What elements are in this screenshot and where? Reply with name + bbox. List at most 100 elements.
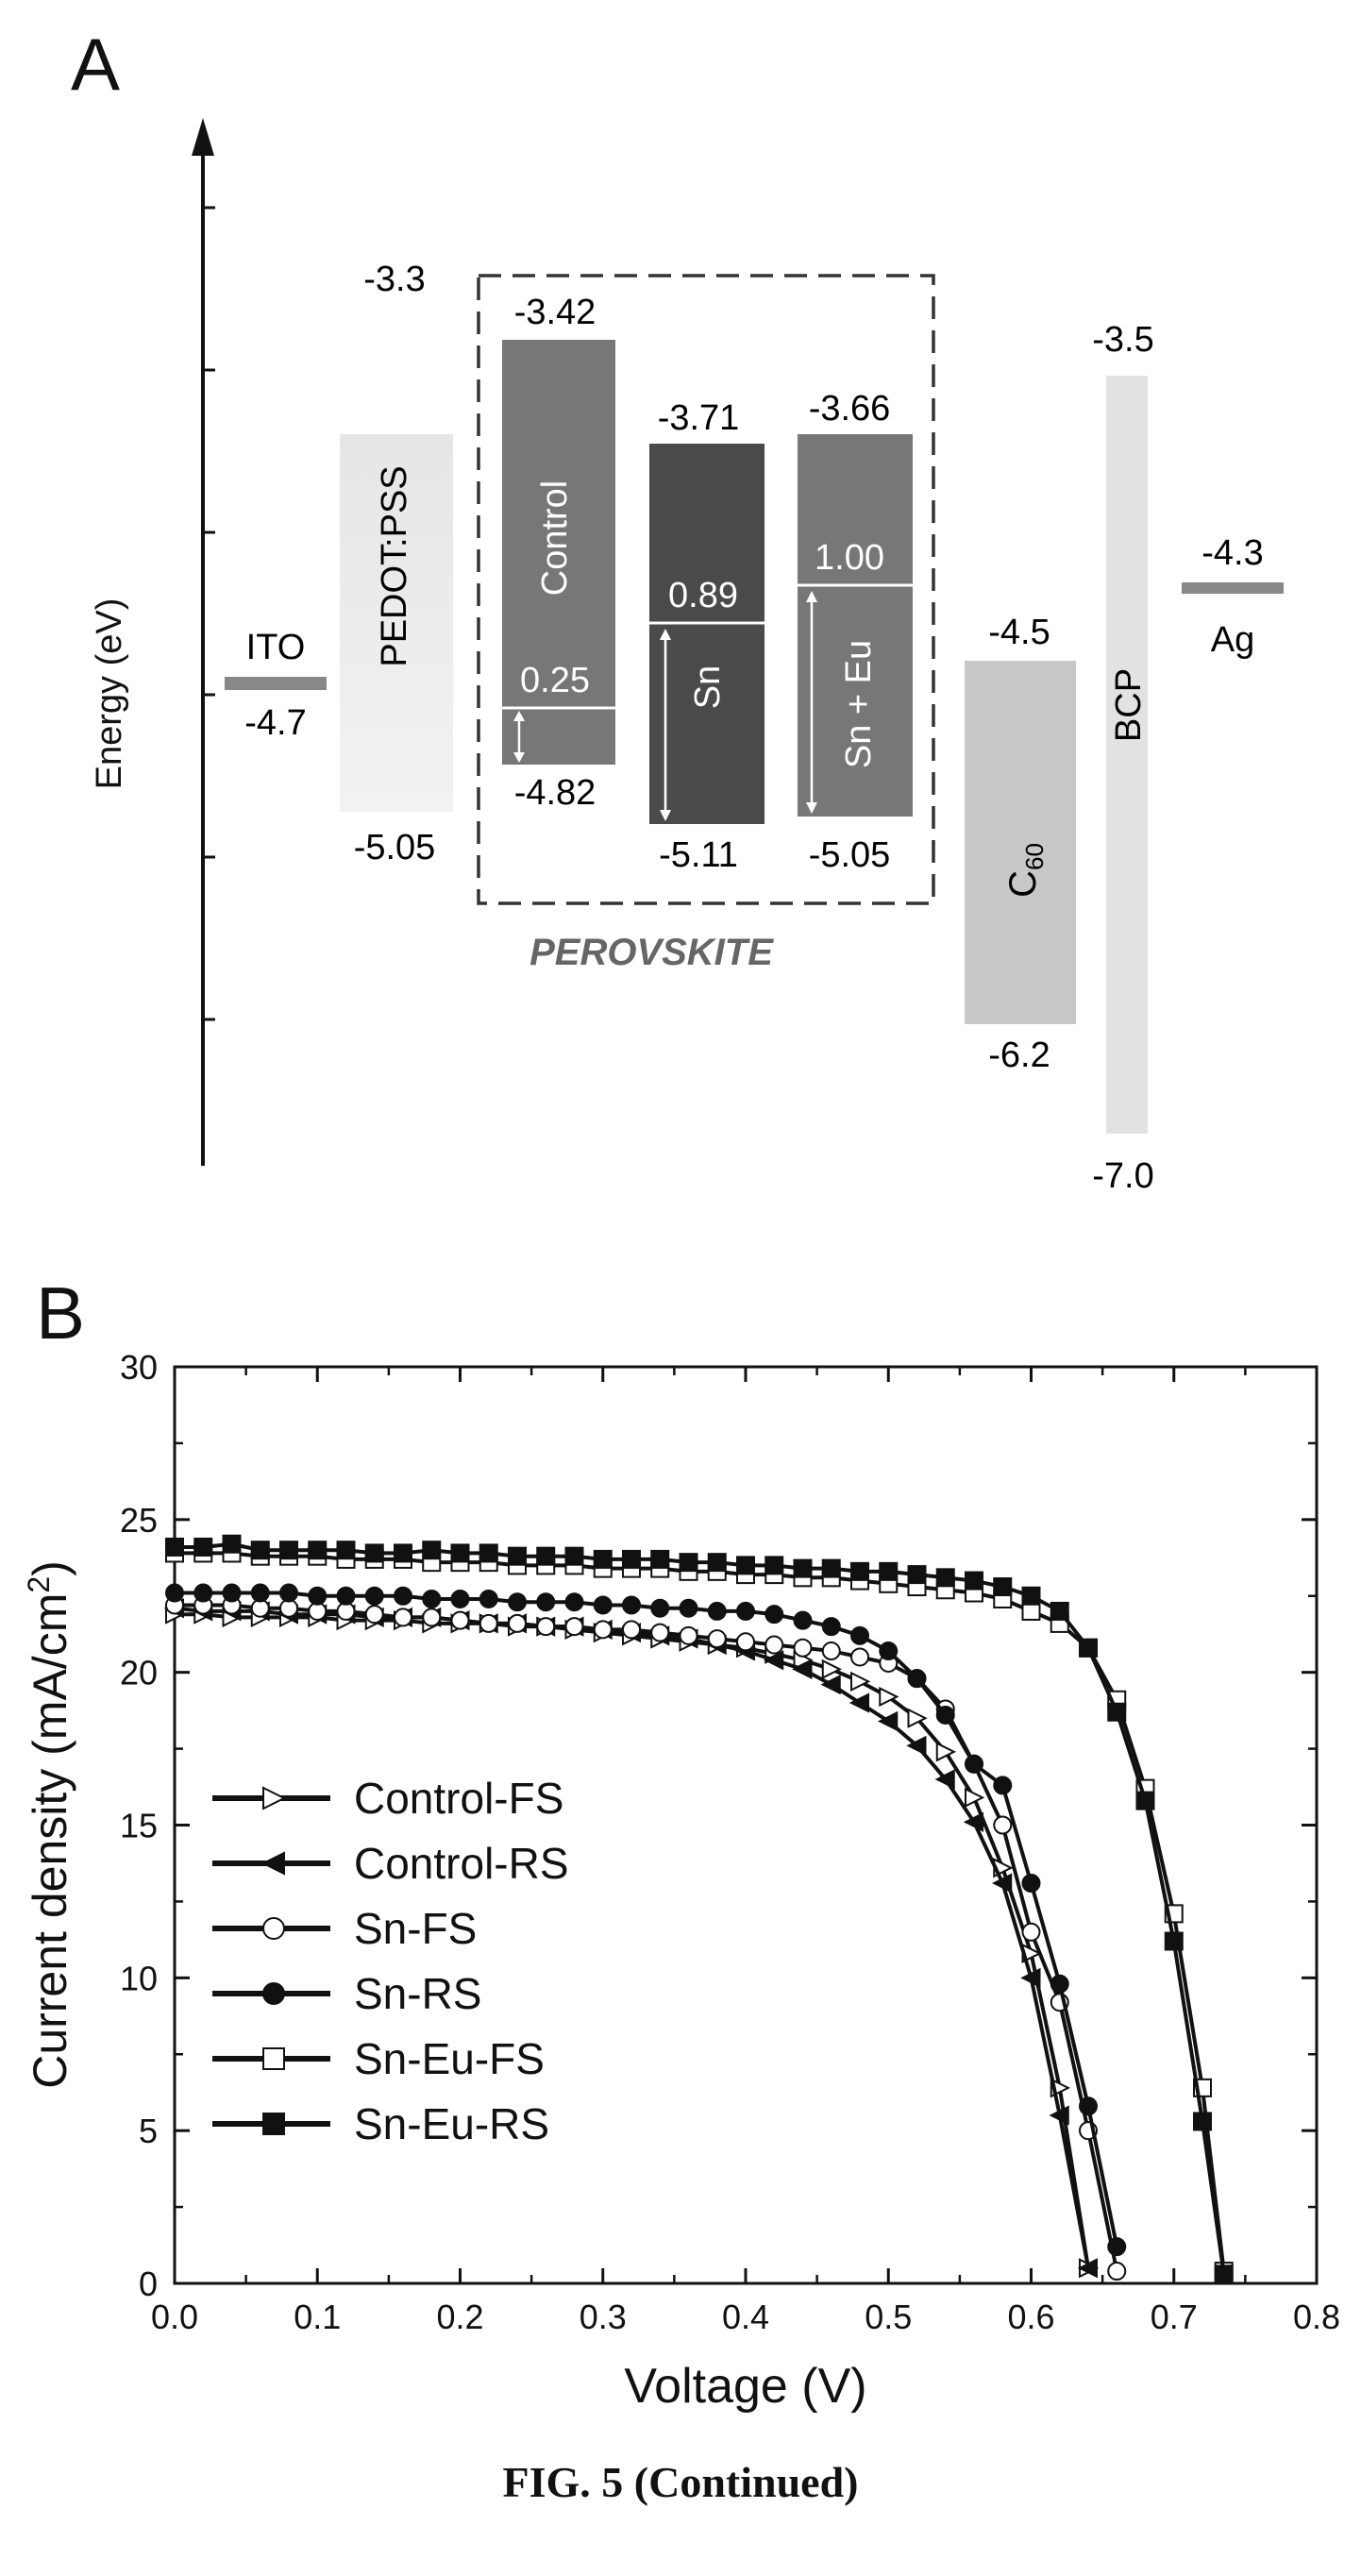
data-point bbox=[1021, 1922, 1041, 1942]
data-point bbox=[479, 1589, 498, 1608]
level-bcp: -3.5 BCP -7.0 bbox=[1092, 320, 1153, 1196]
data-point bbox=[262, 1786, 287, 1810]
ito-value: -4.7 bbox=[244, 703, 306, 743]
data-point bbox=[765, 1556, 784, 1575]
data-point bbox=[450, 1543, 470, 1563]
data-point bbox=[879, 1642, 899, 1661]
data-point bbox=[564, 1592, 584, 1612]
data-point bbox=[820, 1674, 841, 1695]
x-tick-label: 0.3 bbox=[580, 2298, 627, 2336]
control-bar bbox=[502, 340, 615, 765]
data-point bbox=[993, 1776, 1013, 1795]
x-axis-ticks: 0.0 0.1 0.2 0.3 0.4 0.5 0.6 0.7 0.8 bbox=[151, 1367, 1340, 2336]
legend-item-sn-fs: Sn-FS bbox=[212, 1904, 477, 1953]
data-point bbox=[906, 1735, 927, 1756]
data-point bbox=[508, 1546, 527, 1566]
data-point bbox=[965, 1754, 983, 1774]
data-point bbox=[1050, 1601, 1069, 1621]
sn-arrow-head-down bbox=[660, 810, 671, 821]
data-point bbox=[935, 1742, 956, 1762]
data-point bbox=[260, 1851, 285, 1876]
ag-label: Ag bbox=[1211, 620, 1254, 660]
series-layer bbox=[163, 1534, 1234, 2284]
data-point bbox=[222, 1534, 242, 1554]
y-axis-ticks: 0 5 10 15 20 25 30 bbox=[120, 1348, 1317, 2303]
data-point bbox=[364, 1605, 384, 1625]
data-point bbox=[965, 1571, 983, 1591]
data-point bbox=[907, 1565, 927, 1585]
data-point bbox=[1021, 1873, 1041, 1893]
data-point bbox=[793, 1638, 813, 1658]
data-point bbox=[593, 1549, 613, 1569]
data-point bbox=[935, 1568, 955, 1588]
data-point bbox=[165, 1537, 184, 1557]
data-point bbox=[821, 1558, 841, 1578]
data-point bbox=[394, 1586, 412, 1606]
legend-item-sn-rs: Sn-RS bbox=[212, 1969, 481, 2018]
legend-item-control-fs: Control-FS bbox=[212, 1774, 563, 1823]
sn-eu-arrow-head-up bbox=[806, 591, 817, 602]
data-point bbox=[907, 1669, 927, 1689]
data-point bbox=[564, 1546, 584, 1566]
sn-eu-bar bbox=[798, 434, 913, 817]
data-point bbox=[793, 1558, 813, 1578]
pedot-bottom-value: -5.05 bbox=[354, 828, 436, 867]
panel-b-label: B bbox=[36, 1271, 85, 1355]
data-point bbox=[879, 1686, 899, 1708]
level-c60: -4.5 C60 -6.2 bbox=[965, 613, 1076, 1075]
data-point bbox=[622, 1595, 641, 1615]
data-point bbox=[536, 1592, 556, 1612]
data-point bbox=[364, 1543, 384, 1563]
energy-axis-ticks bbox=[203, 206, 215, 1021]
data-point bbox=[1079, 2096, 1098, 2116]
ito-label: ITO bbox=[246, 628, 306, 667]
data-point bbox=[736, 1601, 755, 1621]
data-point bbox=[1020, 1967, 1041, 1988]
level-ag: -4.3 Ag bbox=[1182, 533, 1284, 660]
data-point bbox=[336, 1541, 356, 1560]
data-point bbox=[422, 1589, 442, 1608]
data-point bbox=[622, 1549, 641, 1569]
y-tick-label: 0 bbox=[139, 2265, 158, 2303]
panel-a: A Energy (eV) PEROVSKITE ITO -4.7 bbox=[71, 23, 1284, 1196]
control-top-value: -3.42 bbox=[514, 293, 596, 332]
data-point bbox=[707, 1553, 727, 1573]
data-point bbox=[1049, 2105, 1069, 2126]
data-point bbox=[1107, 2262, 1127, 2281]
data-point bbox=[850, 1671, 871, 1692]
data-point bbox=[450, 1610, 470, 1630]
legend: Control-FS Control-RS Sn-FS Sn-RS Sn-Eu-FS Sn… bbox=[212, 1774, 569, 2148]
data-point bbox=[308, 1541, 328, 1560]
c60-bar bbox=[965, 661, 1076, 1024]
data-point bbox=[679, 1553, 698, 1573]
data-point bbox=[394, 1608, 412, 1627]
data-point bbox=[650, 1598, 670, 1618]
y-tick-label: 15 bbox=[120, 1807, 158, 1845]
data-point bbox=[879, 1561, 899, 1581]
data-point bbox=[650, 1623, 670, 1642]
data-point bbox=[1214, 2265, 1234, 2284]
data-point bbox=[422, 1541, 442, 1560]
sn-eu-top-value: -3.66 bbox=[809, 389, 891, 429]
data-point bbox=[993, 1815, 1013, 1835]
plot-frame bbox=[173, 1365, 1319, 2285]
sn-top-value: -3.71 bbox=[658, 398, 740, 438]
legend-label: Sn-Eu-FS bbox=[354, 2034, 545, 2083]
data-point bbox=[394, 1543, 412, 1563]
data-point bbox=[992, 1873, 1013, 1894]
bcp-label: BCP bbox=[1109, 668, 1149, 742]
x-tick-label: 0.0 bbox=[151, 2298, 198, 2336]
x-tick-label: 0.6 bbox=[1007, 2298, 1054, 2336]
legend-item-sn-eu-rs: Sn-Eu-RS bbox=[212, 2099, 549, 2148]
data-point bbox=[764, 1650, 784, 1671]
bcp-top-value: -3.5 bbox=[1092, 320, 1153, 360]
data-point bbox=[479, 1543, 498, 1563]
legend-label: Control-FS bbox=[354, 1774, 563, 1823]
sn-eu-label: Sn + Eu bbox=[839, 640, 879, 768]
legend-label: Sn-Eu-RS bbox=[354, 2099, 549, 2148]
y-tick-label: 20 bbox=[120, 1654, 158, 1692]
pedot-bar bbox=[340, 434, 453, 812]
data-point bbox=[479, 1613, 498, 1633]
data-point bbox=[193, 1537, 213, 1557]
